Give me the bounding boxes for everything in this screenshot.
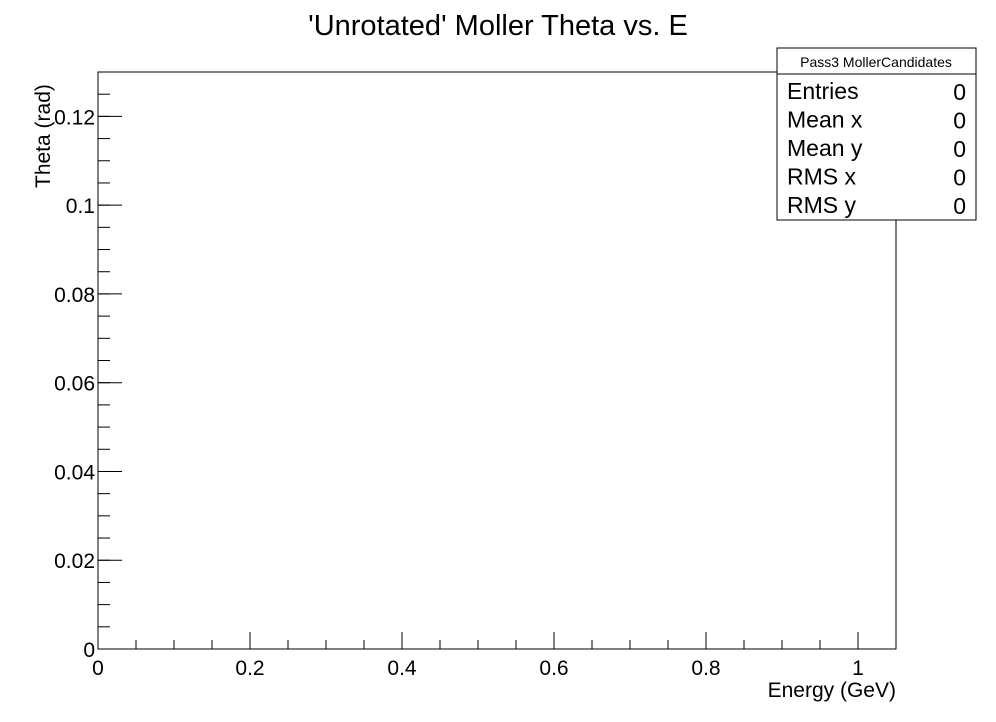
y-tick-label: 0.08 — [54, 284, 95, 307]
x-tick-label: 1 — [852, 657, 864, 680]
y-tick-label: 0.12 — [54, 106, 95, 129]
stats-box-frame — [776, 47, 977, 221]
y-tick-label: 0 — [83, 639, 95, 662]
stats-rows: Entries 0 Mean x 0 Mean y 0 RMS x 0 RMS y 0 — [787, 78, 966, 219]
stats-row-label: RMS x — [787, 164, 857, 190]
x-axis-title: Energy (GeV) — [768, 679, 896, 702]
stats-row-label: Mean x — [787, 107, 863, 133]
stats-row-label: Mean y — [787, 135, 863, 161]
x-tick-label: 0 — [92, 657, 104, 680]
y-axis-title: Theta (rad) — [32, 84, 55, 188]
x-tick-label: 0.4 — [387, 657, 417, 680]
stats-row-value: 0 — [953, 79, 966, 105]
stats-row-label: RMS y — [787, 192, 857, 218]
stats-row-label: Entries — [787, 78, 859, 104]
stats-box: Pass3 MollerCandidates Entries 0 Mean x 0 Me… — [776, 47, 977, 221]
x-axis: 0 0.2 0.4 0.6 0.8 1 — [92, 632, 897, 680]
plot-frame — [97, 71, 897, 650]
y-tick-label: 0.06 — [54, 373, 95, 396]
y-tick-label: 0.1 — [66, 195, 95, 218]
x-tick-label: 0.2 — [235, 657, 264, 680]
stats-row-value: 0 — [953, 136, 966, 162]
x-tick-label: 0.6 — [539, 657, 568, 680]
x-tick-label: 0.8 — [691, 657, 720, 680]
y-axis: 0 0.02 0.04 0.06 0.08 0.1 0.12 — [54, 71, 122, 662]
chart-title: 'Unrotated' Moller Theta vs. E — [308, 10, 688, 42]
stats-row-value: 0 — [953, 108, 966, 134]
y-tick-label: 0.02 — [54, 550, 95, 573]
y-tick-label: 0.04 — [54, 461, 95, 484]
stats-box-name: Pass3 MollerCandidates — [800, 54, 952, 70]
stats-row-value: 0 — [953, 165, 966, 191]
stats-row-value: 0 — [953, 193, 966, 219]
